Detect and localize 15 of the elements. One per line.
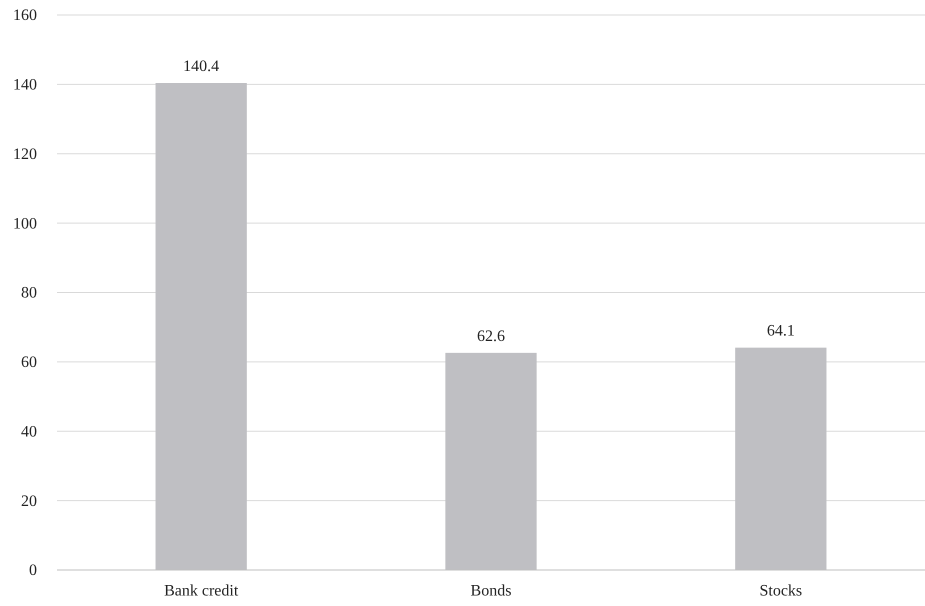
y-tick-label: 0 xyxy=(29,562,37,580)
data-label: 140.4 xyxy=(183,58,220,75)
x-tick-label: Stocks xyxy=(759,582,802,600)
data-label: 62.6 xyxy=(477,328,505,345)
y-tick-label: 120 xyxy=(13,146,37,163)
y-tick-label: 80 xyxy=(21,284,37,302)
y-tick-label: 40 xyxy=(21,423,37,440)
y-tick-label: 160 xyxy=(13,7,37,24)
x-tick-label: Bonds xyxy=(470,582,512,600)
y-tick-label: 20 xyxy=(21,492,37,510)
x-tick-label: Bank credit xyxy=(164,582,239,600)
data-label: 64.1 xyxy=(766,322,795,340)
y-tick-label: 140 xyxy=(13,76,37,94)
y-tick-label: 100 xyxy=(13,215,37,232)
y-tick-label: 60 xyxy=(21,354,37,371)
